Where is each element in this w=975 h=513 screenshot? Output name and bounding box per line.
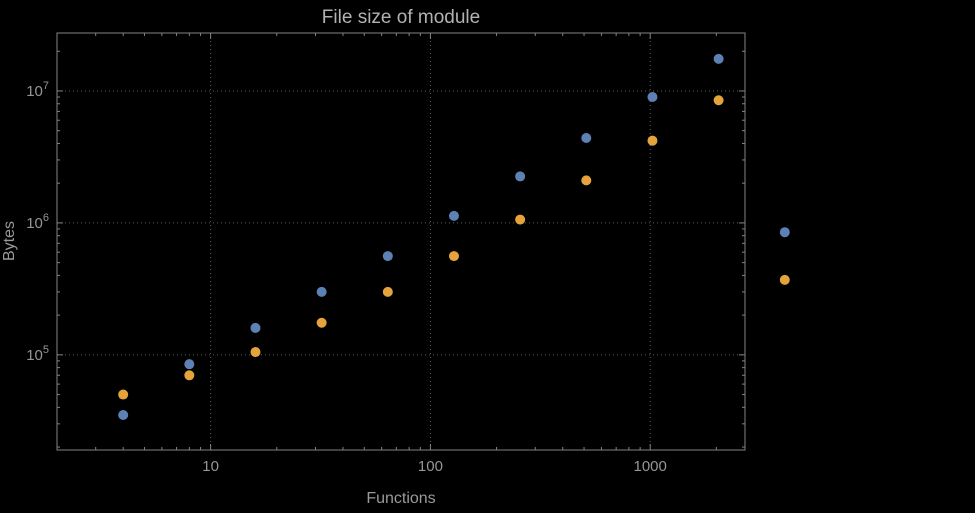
plot-frame — [56, 32, 746, 451]
data-point-blue — [448, 210, 459, 221]
data-point-orange — [250, 347, 261, 358]
data-point-orange — [448, 251, 459, 262]
data-point-orange — [779, 274, 790, 285]
data-point-blue — [713, 53, 724, 64]
data-point-orange — [316, 317, 327, 328]
data-point-orange — [515, 214, 526, 225]
data-point-blue — [382, 251, 393, 262]
x-tick-label: 100 — [418, 458, 443, 475]
data-point-orange — [382, 286, 393, 297]
x-tick-label: 10 — [202, 458, 219, 475]
data-point-orange — [713, 95, 724, 106]
x-tick-label: 1000 — [634, 458, 667, 475]
y-axis-label: Bytes — [1, 221, 18, 261]
plot-layers: 10 100 1000 105 106 107 — [26, 32, 790, 475]
data-point-blue — [779, 227, 790, 238]
y-tick-label: 106 — [26, 212, 49, 232]
y-tick-label: 107 — [26, 80, 49, 100]
data-point-blue — [250, 322, 261, 333]
data-point-blue — [316, 286, 327, 297]
data-point-blue — [647, 92, 658, 103]
data-point-blue — [515, 171, 526, 182]
data-point-orange — [581, 175, 592, 186]
x-axis-label: Functions — [366, 490, 435, 507]
data-point-blue — [581, 133, 592, 144]
chart-title: File size of module — [322, 7, 480, 28]
data-point-blue — [118, 409, 129, 420]
data-point-orange — [647, 135, 658, 146]
data-point-orange — [184, 370, 195, 381]
data-point-orange — [118, 389, 129, 400]
data-point-blue — [184, 359, 195, 370]
y-tick-label: 105 — [26, 344, 49, 364]
